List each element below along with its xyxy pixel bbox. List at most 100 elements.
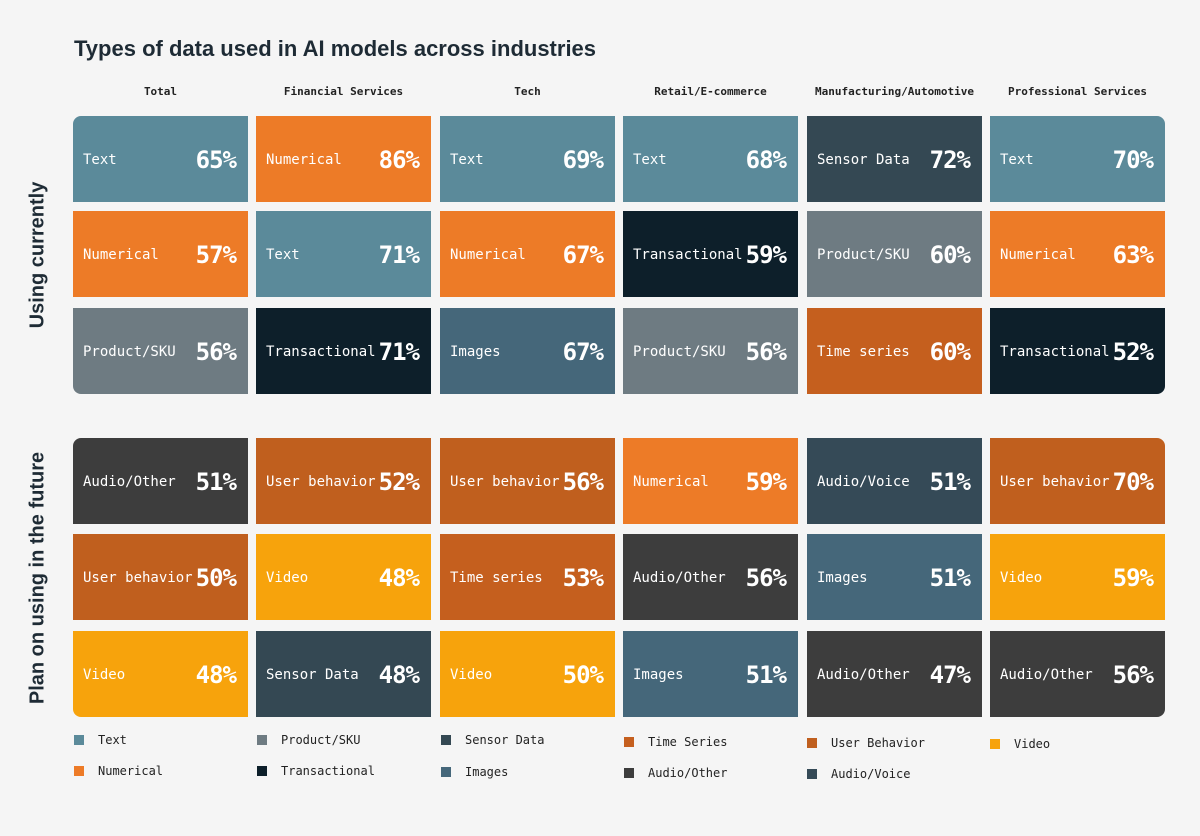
cell-value: 72% — [929, 146, 971, 174]
data-cell: Text 71% — [256, 211, 431, 297]
data-cell: Video 48% — [73, 631, 248, 717]
cell-value: 56% — [195, 338, 237, 366]
cell-label: Video — [83, 667, 126, 683]
cell-value: 56% — [745, 338, 787, 366]
cell-value: 53% — [562, 564, 604, 592]
data-cell: Audio/Other 51% — [73, 438, 248, 524]
cell-label: Text — [633, 152, 667, 168]
cell-label: Numerical — [266, 152, 342, 168]
data-cell: Transactional 71% — [256, 308, 431, 394]
data-cell: Images 51% — [623, 631, 798, 717]
cell-value: 70% — [1112, 468, 1154, 496]
cell-value: 65% — [195, 146, 237, 174]
cell-value: 68% — [745, 146, 787, 174]
cell-label: Sensor Data — [266, 667, 359, 683]
cell-label: Text — [450, 152, 484, 168]
cell-value: 48% — [378, 564, 420, 592]
legend-label: Time Series — [648, 735, 728, 749]
data-cell: Time series 60% — [807, 308, 982, 394]
column-header: Total — [143, 85, 178, 98]
cell-value: 48% — [378, 661, 420, 689]
cell-value: 60% — [929, 338, 971, 366]
cell-value: 60% — [929, 241, 971, 269]
data-cell: Text 70% — [990, 116, 1165, 202]
legend-swatch — [257, 735, 267, 745]
data-cell: Text 69% — [440, 116, 615, 202]
data-cell: Product/SKU 56% — [73, 308, 248, 394]
data-cell: Text 65% — [73, 116, 248, 202]
cell-value: 51% — [929, 468, 971, 496]
cell-value: 59% — [1112, 564, 1154, 592]
legend-swatch — [441, 735, 451, 745]
cell-label: User behavior — [83, 570, 193, 586]
data-cell: User behavior 52% — [256, 438, 431, 524]
row-group-label: Using currently — [26, 181, 49, 329]
data-cell: User behavior 50% — [73, 534, 248, 620]
data-cell: Product/SKU 56% — [623, 308, 798, 394]
column-header: Manufacturing/Automotive — [815, 85, 974, 98]
data-cell: Text 68% — [623, 116, 798, 202]
legend-label: Sensor Data — [465, 733, 545, 747]
cell-label: Product/SKU — [817, 247, 910, 263]
data-cell: Numerical 63% — [990, 211, 1165, 297]
cell-label: User behavior — [266, 474, 376, 490]
cell-label: Images — [450, 344, 501, 360]
cell-value: 47% — [929, 661, 971, 689]
cell-value: 52% — [1112, 338, 1154, 366]
cell-label: Video — [266, 570, 309, 586]
legend-swatch — [257, 766, 267, 776]
cell-value: 50% — [195, 564, 237, 592]
cell-value: 59% — [745, 468, 787, 496]
data-cell: Images 51% — [807, 534, 982, 620]
column-header: Tech — [514, 85, 541, 98]
data-cell: Video 50% — [440, 631, 615, 717]
cell-value: 71% — [378, 338, 420, 366]
data-cell: Video 48% — [256, 534, 431, 620]
cell-value: 51% — [745, 661, 787, 689]
legend-swatch — [441, 767, 451, 777]
data-cell: User behavior 56% — [440, 438, 615, 524]
chart-title: Types of data used in AI models across i… — [74, 36, 597, 61]
data-cell: Numerical 86% — [256, 116, 431, 202]
cell-label: Numerical — [450, 247, 526, 263]
row-group-label: Plan on using in the future — [26, 451, 49, 704]
legend-label: Audio/Other — [648, 766, 728, 780]
cell-value: 51% — [195, 468, 237, 496]
data-cell: Audio/Voice 51% — [807, 438, 982, 524]
legend-swatch — [74, 766, 84, 776]
data-cell: Time series 53% — [440, 534, 615, 620]
legend-label: Video — [1014, 737, 1051, 751]
cell-label: Numerical — [633, 474, 709, 490]
column-header: Financial Services — [283, 85, 404, 98]
data-cell: Product/SKU 60% — [807, 211, 982, 297]
cell-label: User behavior — [1000, 474, 1110, 490]
cell-value: 48% — [195, 661, 237, 689]
legend-label: Transactional — [281, 764, 375, 778]
data-cell: Numerical 67% — [440, 211, 615, 297]
column-header: Retail/E-commerce — [654, 85, 767, 98]
cell-value: 86% — [378, 146, 420, 174]
cell-label: Images — [633, 667, 684, 683]
cell-value: 67% — [562, 338, 604, 366]
cell-label: Product/SKU — [633, 344, 726, 360]
legend-label: Text — [98, 733, 127, 747]
data-cell: Audio/Other 47% — [807, 631, 982, 717]
legend-swatch — [807, 738, 817, 748]
cell-value: 59% — [745, 241, 787, 269]
cell-label: Numerical — [83, 247, 159, 263]
cell-label: Product/SKU — [83, 344, 176, 360]
cell-label: Audio/Other — [83, 474, 176, 490]
legend-label: Product/SKU — [281, 733, 361, 747]
cell-label: Audio/Other — [817, 667, 910, 683]
cell-value: 69% — [562, 146, 604, 174]
legend-swatch — [74, 735, 84, 745]
cell-label: Transactional — [1000, 344, 1110, 360]
cell-label: Audio/Other — [1000, 667, 1093, 683]
cell-label: Transactional — [266, 344, 376, 360]
cell-value: 71% — [378, 241, 420, 269]
cell-label: Transactional — [633, 247, 743, 263]
cell-value: 56% — [1112, 661, 1154, 689]
data-cell: Transactional 52% — [990, 308, 1165, 394]
data-cell: Transactional 59% — [623, 211, 798, 297]
cell-value: 50% — [562, 661, 604, 689]
